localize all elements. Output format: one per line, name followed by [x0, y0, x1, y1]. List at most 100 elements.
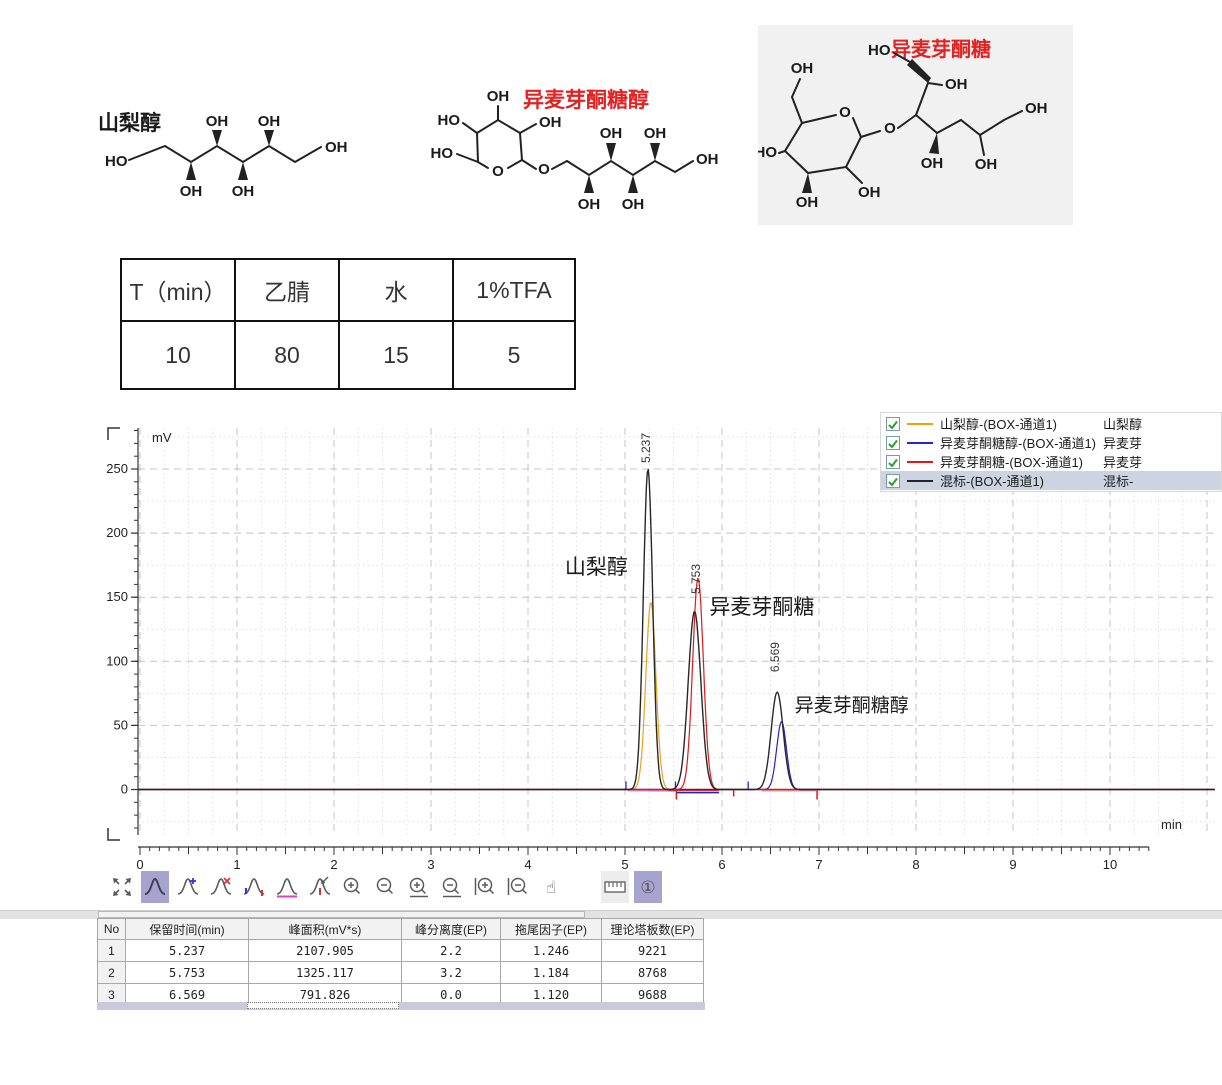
results-cell: 1.120	[500, 983, 602, 1006]
checkmark-icon	[888, 477, 898, 487]
toolbar-button-peak-manual[interactable]	[240, 871, 268, 903]
chromatogram-legend: 山梨醇-(BOX-通道1) 山梨醇 异麦芽酮糖醇-(BOX-通道1) 异麦芽 异麦芽酮糖…	[880, 412, 1222, 492]
peak-results-table: No 保留时间(min) 峰面积(mV*s) 峰分离度(EP) 拖尾因子(EP) 理论塔板…	[97, 918, 704, 1006]
peak-annotation: 异麦芽酮糖醇	[795, 694, 909, 716]
bond	[893, 52, 911, 63]
legend-row[interactable]: 混标-(BOX-通道1) 混标-	[881, 471, 1221, 490]
toolbar-button-zoom-out-horizontal[interactable]	[438, 871, 466, 903]
y-tick-label: 150	[106, 589, 128, 604]
results-horizontal-scrollbar[interactable]	[97, 1002, 705, 1010]
legend-checkbox[interactable]	[886, 454, 900, 469]
toolbar-button-zoom-in-horizontal[interactable]	[405, 871, 433, 903]
toolbar-button-ruler[interactable]	[601, 871, 629, 903]
chromatogram-plot[interactable]: 0 50 100 150 200 250 mV 0 1 2 3 4 5 6 7 8 9 10 min 5.237 5.7…	[95, 408, 1222, 873]
toolbar-button-zoom-out[interactable]	[372, 871, 400, 903]
legend-checkbox[interactable]	[886, 473, 900, 488]
results-cell: 8768	[601, 961, 704, 984]
toolbar-button-zoom-out-vertical[interactable]	[504, 871, 532, 903]
legend-checkbox[interactable]	[886, 416, 900, 431]
toolbar-button-peak-baseline[interactable]	[273, 871, 301, 903]
results-row[interactable]: 1 5.237 2107.905 2.2 1.246 9221	[97, 939, 704, 962]
legend-label-secondary: 异麦芽	[1103, 455, 1143, 470]
atom-oh: OH	[975, 156, 998, 173]
gradient-value-cell: 5	[452, 320, 576, 390]
panel-scrollbar-thumb[interactable]	[98, 911, 585, 918]
x-tick-label: 5	[621, 857, 628, 872]
checkmark-icon	[888, 439, 898, 449]
bond	[897, 114, 917, 129]
toolbar-button-channel-1[interactable]: ①	[634, 871, 662, 903]
y-tick-label: 50	[114, 717, 128, 732]
results-cell: 3.2	[401, 961, 501, 984]
toolbar-button-zoom-in[interactable]	[339, 871, 367, 903]
atom-oh: OH	[232, 183, 255, 200]
toolbar-button-peak-add[interactable]	[174, 871, 202, 903]
bond	[790, 78, 803, 124]
atom-oh: OH	[206, 113, 229, 130]
toolbar-button-zoom-in-vertical[interactable]	[471, 871, 499, 903]
wedge-bond	[212, 130, 222, 146]
zoom-in-vertical-icon	[474, 877, 495, 895]
legend-label: 山梨醇-(BOX-通道1)	[940, 417, 1058, 432]
bond	[979, 134, 985, 156]
channel-1-icon: ①	[640, 877, 656, 897]
glycosidic-bond	[860, 130, 881, 138]
wedge-bond	[584, 175, 594, 193]
x-tick-label: 3	[427, 857, 434, 872]
y-axis-unit: mV	[152, 430, 172, 445]
results-scrollbar-thumb[interactable]	[247, 1002, 399, 1009]
zoom-in-icon	[343, 877, 361, 895]
carbon-chain	[566, 159, 694, 177]
results-cell: 9221	[601, 939, 704, 962]
atom-ho: HO	[868, 42, 891, 59]
legend-label: 混标-(BOX-通道1)	[940, 474, 1045, 489]
gradient-value-row: 10 80 15 5	[120, 320, 576, 390]
gradient-header-cell: 水	[338, 258, 454, 322]
atom-oh: OH	[325, 139, 348, 156]
atom-oh: OH	[578, 196, 601, 213]
trace-异麦芽酮糖-(BOX-通道1)	[138, 577, 1215, 791]
results-row[interactable]: 2 5.753 1325.117 3.2 1.184 8768	[97, 961, 704, 984]
legend-label: 异麦芽酮糖-(BOX-通道1)	[940, 455, 1084, 470]
glycosidic-oxygen: O	[884, 120, 896, 137]
toolbar-button-peak-pick[interactable]	[141, 871, 169, 903]
legend-row[interactable]: 异麦芽酮糖-(BOX-通道1) 异麦芽	[881, 452, 1221, 471]
x-tick-label: 1	[233, 857, 240, 872]
wedge-bond	[264, 130, 274, 146]
chromatogram-toolbar: ☝ ①	[108, 871, 662, 903]
x-tick-label: 4	[524, 857, 531, 872]
legend-checkbox[interactable]	[886, 435, 900, 450]
peak-manual-icon	[243, 878, 265, 896]
ruler-icon	[604, 881, 626, 893]
toolbar-button-peak-split[interactable]	[306, 871, 334, 903]
legend-row[interactable]: 山梨醇-(BOX-通道1) 山梨醇	[881, 414, 1221, 433]
toolbar-button-pan-hand[interactable]: ☝	[537, 871, 565, 903]
results-row-number: 1	[97, 939, 126, 962]
results-row-number: 3	[97, 983, 126, 1006]
isomalt-label: 异麦芽酮糖醇	[523, 88, 649, 112]
atom-oh: OH	[539, 114, 562, 131]
zoom-out-icon	[376, 877, 394, 895]
legend-row[interactable]: 异麦芽酮糖醇-(BOX-通道1) 异麦芽	[881, 433, 1221, 452]
legend-line-sample	[907, 479, 933, 482]
atom-oh: OH	[258, 113, 281, 130]
structure-isomaltulose: HO 异麦芽酮糖 O OH HO OH OH O OH OH OH OH	[758, 25, 1073, 225]
toolbar-button-peak-delete[interactable]	[207, 871, 235, 903]
legend-label-secondary: 混标-	[1103, 474, 1134, 489]
bond	[551, 160, 568, 170]
bond	[915, 114, 938, 134]
toolbar-button-fit-view[interactable]	[108, 871, 136, 903]
isomaltulose-label: 异麦芽酮糖	[891, 37, 991, 61]
atom-oh: OH	[791, 60, 814, 77]
wedge-bond	[650, 143, 660, 161]
results-header-cell: 保留时间(min)	[125, 918, 249, 940]
wedge-bond	[907, 59, 931, 83]
trace-混标-(BOX-通道1)	[138, 468, 1215, 791]
results-row[interactable]: 3 6.569 791.826 0.0 1.120 9688	[97, 983, 704, 1006]
results-cell: 5.753	[125, 961, 249, 984]
zoom-in-horizontal-icon	[409, 877, 428, 898]
panel-horizontal-scrollbar[interactable]	[0, 910, 1222, 919]
x-tick-label: 7	[815, 857, 822, 872]
x-tick-label: 0	[136, 857, 143, 872]
structure-sorbitol: 山梨醇 HO OH OH OH OH OH	[98, 111, 348, 200]
